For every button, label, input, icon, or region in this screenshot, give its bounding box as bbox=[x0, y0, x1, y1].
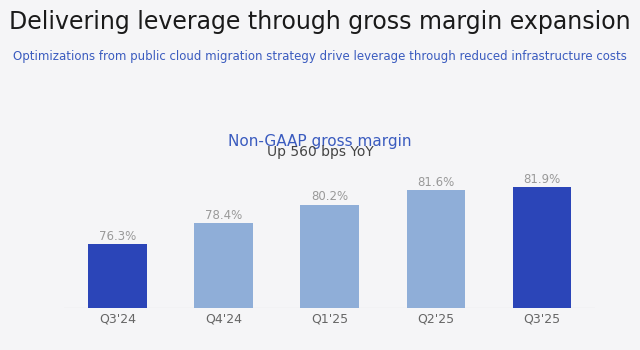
Text: Up 560 bps YoY: Up 560 bps YoY bbox=[267, 145, 373, 159]
Text: 81.6%: 81.6% bbox=[417, 176, 454, 189]
Bar bbox=[195, 223, 253, 350]
Bar bbox=[513, 187, 571, 350]
Text: Non-GAAP gross margin: Non-GAAP gross margin bbox=[228, 134, 412, 149]
Text: 81.9%: 81.9% bbox=[524, 173, 561, 186]
Text: 80.2%: 80.2% bbox=[311, 190, 348, 203]
Text: 76.3%: 76.3% bbox=[99, 230, 136, 243]
Bar bbox=[88, 244, 147, 350]
Text: Delivering leverage through gross margin expansion: Delivering leverage through gross margin… bbox=[9, 10, 631, 35]
Text: 78.4%: 78.4% bbox=[205, 209, 242, 222]
Text: Optimizations from public cloud migration strategy drive leverage through reduce: Optimizations from public cloud migratio… bbox=[13, 50, 627, 63]
Bar bbox=[300, 205, 359, 350]
Bar bbox=[406, 190, 465, 350]
